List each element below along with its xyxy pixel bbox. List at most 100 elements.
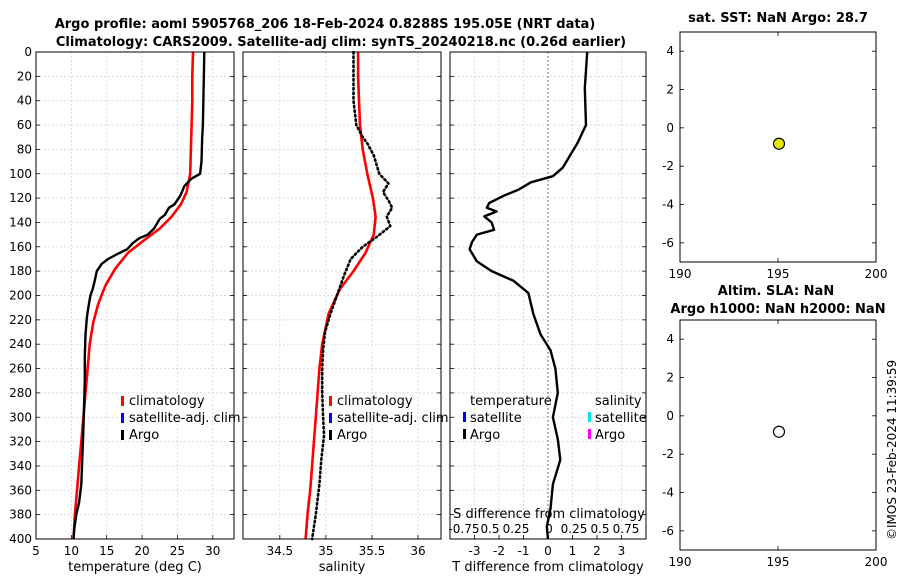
temp-ytick-label: 240 — [9, 337, 32, 351]
sal-legend-swatch — [329, 413, 332, 423]
sla-title-line2: Argo h1000: NaN h2000: NaN — [670, 302, 885, 317]
temp-ytick-label: 280 — [9, 386, 32, 400]
sla-ytick-label: 2 — [666, 371, 674, 385]
diff-frame — [449, 51, 647, 540]
sst-ytick-label: -2 — [662, 159, 674, 173]
sla-frame — [679, 319, 877, 551]
sst-xtick-label: 195 — [767, 267, 790, 281]
diff-legend-label: satellite — [470, 411, 522, 426]
diff-xlabel: T difference from climatology — [451, 560, 644, 575]
temp-ytick-label: 220 — [9, 313, 32, 327]
diff-top-xtick-label: 0.5 — [590, 522, 609, 536]
sst-title: sat. SST: NaN Argo: 28.7 — [688, 11, 868, 26]
sal-series-argo — [310, 50, 394, 541]
diff-legend-swatch — [588, 429, 591, 439]
diff-xtick-label: 1 — [569, 544, 577, 558]
diff-legend-title-salinity: salinity — [595, 394, 642, 409]
diff-top-xlabel: S difference from climatology — [453, 507, 645, 522]
sal-xtick-label: 35.5 — [359, 544, 386, 558]
sal-legend-swatch — [329, 430, 332, 440]
temp-ytick-label: 140 — [9, 215, 32, 229]
sst-ytick-label: 4 — [666, 44, 674, 58]
temp-xtick-label: 5 — [32, 544, 40, 558]
sal-legend-swatch — [329, 396, 332, 406]
temp-xtick-label: 25 — [170, 544, 185, 558]
temp-ytick-label: 200 — [9, 289, 32, 303]
diff-top-xtick-label: -0.75 — [448, 522, 479, 536]
diff-legend-swatch — [588, 412, 591, 422]
temp-legend-label: climatology — [129, 394, 205, 409]
temp-ytick-label: 260 — [9, 362, 32, 376]
sst-xtick-label: 190 — [669, 267, 692, 281]
temp-xtick-label: 10 — [64, 544, 79, 558]
temp-ytick-label: 80 — [17, 142, 32, 156]
sla-ytick-label: -2 — [662, 447, 674, 461]
sla-ytick-label: 0 — [666, 409, 674, 423]
temp-ytick-label: 60 — [17, 118, 32, 132]
sal-xtick-label: 36 — [410, 544, 425, 558]
temp-frame — [35, 51, 235, 540]
sst-ytick-label: 2 — [666, 83, 674, 97]
sla-xtick-label: 190 — [669, 555, 692, 569]
temp-ytick-label: 160 — [9, 240, 32, 254]
diff-xtick-label: -1 — [518, 544, 530, 558]
sla-ytick-label: 4 — [666, 332, 674, 346]
diff-top-xtick-label: 0.25 — [503, 522, 530, 536]
diff-top-xtick-label: 0 — [545, 522, 553, 536]
temp-legend-swatch — [121, 413, 124, 423]
diff-legend-swatch — [463, 412, 466, 422]
sst-frame — [679, 31, 877, 263]
sla-xtick-label: 195 — [767, 555, 790, 569]
sst-ytick-label: -4 — [662, 198, 674, 212]
temp-series-climatology — [72, 51, 195, 540]
temp-ytick-label: 40 — [17, 94, 32, 108]
temp-legend-swatch — [121, 430, 124, 440]
temp-ytick-label: 380 — [9, 508, 32, 522]
title-line2: Climatology: CARS2009. Satellite-adj cli… — [56, 35, 626, 50]
sst-xtick-label: 200 — [865, 267, 888, 281]
sst-axes: sat. SST: NaN Argo: 28.7 -6 -4 -2 0 2 4 190 195 2… — [662, 11, 887, 281]
diff-xtick-label: 0 — [544, 544, 552, 558]
temp-xlabel: temperature (deg C) — [68, 560, 202, 575]
temp-ytick-label: 0 — [24, 45, 32, 59]
difference-axes: -3 -2 -1 0 1 2 3 T difference from climatology t… — [448, 51, 647, 575]
temp-ytick-label: 180 — [9, 264, 32, 278]
diff-top-xtick-label: 0.5 — [480, 522, 499, 536]
diff-xtick-label: 2 — [593, 544, 601, 558]
temp-legend-label: satellite-adj. clim — [129, 411, 241, 426]
diff-legend-label: satellite — [595, 411, 647, 426]
temp-ytick-label: 100 — [9, 167, 32, 181]
temp-ytick-label: 20 — [17, 69, 32, 83]
sal-legend-label: climatology — [337, 394, 413, 409]
sal-xlabel: salinity — [319, 560, 366, 575]
temp-xtick-label: 15 — [99, 544, 114, 558]
temp-ytick-label: 340 — [9, 459, 32, 473]
temp-ytick-label: 320 — [9, 435, 32, 449]
salinity-axes: 34.5 35 35.5 36 salinity climatology satellite… — [242, 50, 449, 575]
title-line1: Argo profile: aoml 5905768_206 18-Feb-20… — [55, 17, 596, 32]
diff-legend-swatch — [463, 429, 466, 439]
sst-point — [772, 137, 786, 150]
temp-ytick-label: 400 — [9, 532, 32, 546]
diff-legend-label: Argo — [595, 428, 625, 443]
diff-xtick-label: 3 — [618, 544, 626, 558]
diff-xtick-label: -2 — [493, 544, 505, 558]
sla-axes: Altim. SLA: NaN Argo h1000: NaN h2000: Na… — [662, 284, 887, 569]
diff-xtick-label: -3 — [469, 544, 481, 558]
sal-legend-label: satellite-adj. clim — [337, 411, 449, 426]
sla-point — [772, 425, 786, 438]
sal-frame — [242, 51, 442, 540]
sal-xtick-label: 34.5 — [266, 544, 293, 558]
diff-series-argo — [468, 51, 589, 540]
diff-legend-title-temperature: temperature — [470, 394, 552, 409]
temperature-axes: 0 20 40 60 80 100 120 140 160 180 200 220 240 260 280 3… — [9, 45, 241, 575]
temp-xtick-label: 30 — [205, 544, 220, 558]
diff-top-xtick-label: 0.75 — [613, 522, 640, 536]
sla-title-line1: Altim. SLA: NaN — [718, 284, 834, 299]
temp-ytick-label: 300 — [9, 410, 32, 424]
temp-legend-swatch — [121, 396, 124, 406]
sst-ytick-label: 0 — [666, 121, 674, 135]
diff-legend-label: Argo — [470, 428, 500, 443]
temp-legend-label: Argo — [129, 428, 159, 443]
